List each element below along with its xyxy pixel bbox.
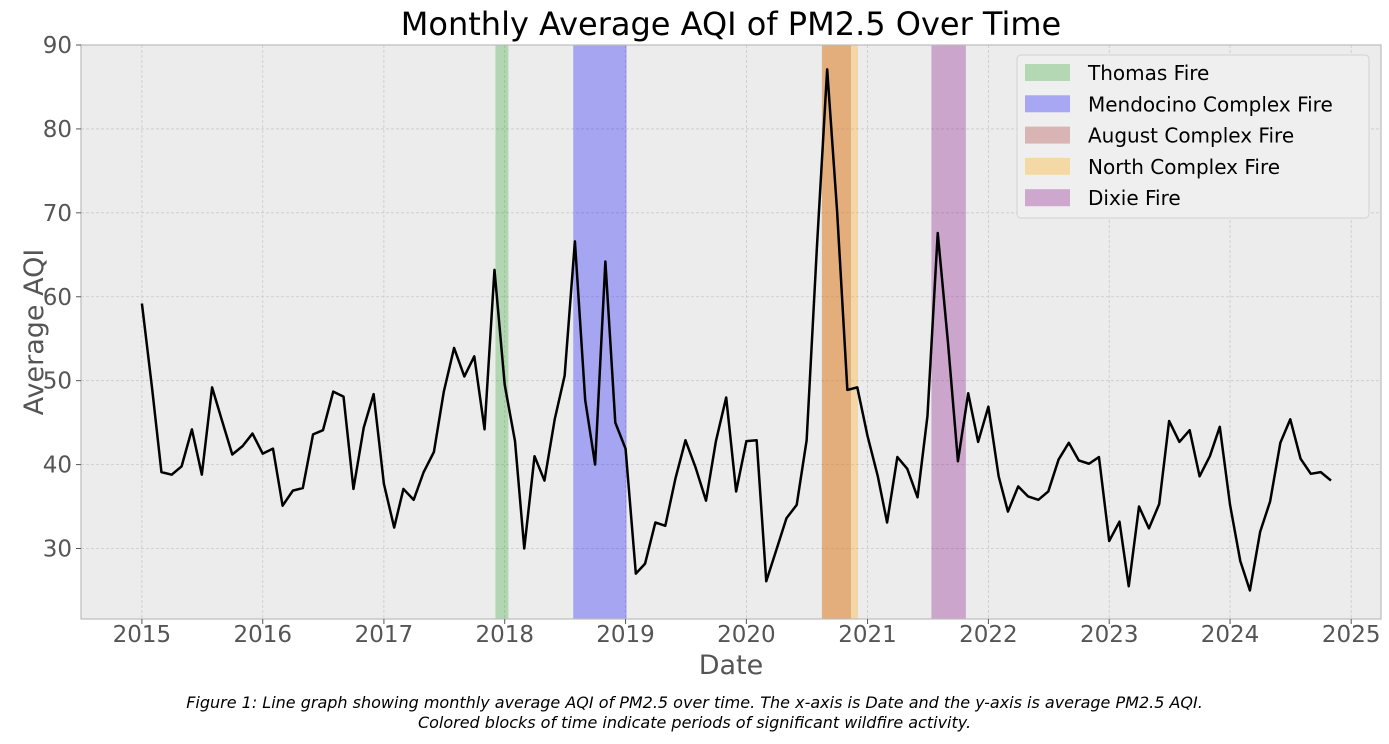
x-tick-label-2018: 2018 [475,622,534,648]
fire-span-august-complex-fire [821,45,852,619]
fire-span-north-complex-fire [822,45,858,619]
fire-span-dixie-fire [931,45,966,619]
legend-label-north-complex-fire: North Complex Fire [1088,155,1280,179]
y-tick-label-60: 60 [43,285,72,311]
x-tick-label-2022: 2022 [959,622,1018,648]
chart-title: Monthly Average AQI of PM2.5 Over Time [401,5,1061,43]
legend-swatch-north-complex-fire [1025,157,1070,175]
legend-swatch-thomas-fire [1025,64,1070,81]
legend: Thomas Fire Mendocino Complex Fire August … [1016,54,1370,219]
y-tick-label-30: 30 [43,537,72,563]
y-tick-label-90: 90 [43,33,72,59]
x-tick-label-2016: 2016 [233,622,292,648]
legend-swatch-dixie-fire [1025,189,1070,207]
y-axis-label: Average AQI [19,249,50,416]
x-tick-label-2024: 2024 [1201,622,1260,648]
legend-label-august-complex-fire: August Complex Fire [1088,124,1294,148]
x-tick-label-2023: 2023 [1080,622,1139,648]
legend-swatch-august-complex-fire [1025,126,1070,144]
legend-swatch-mendocino-complex-fire [1025,95,1070,113]
figure-caption-line-1: Figure 1: Line graph showing monthly ave… [186,693,1203,712]
x-tick-label-2019: 2019 [596,622,655,648]
fire-span-mendocino-complex-fire [573,45,627,619]
y-tick-label-40: 40 [43,453,72,479]
x-tick-label-2015: 2015 [113,622,172,648]
fire-span-thomas-fire [495,45,509,619]
x-axis-label: Date [699,650,764,681]
y-tick-label-50: 50 [43,369,72,395]
legend-label-dixie-fire: Dixie Fire [1088,186,1181,210]
x-tick-label-2025: 2025 [1322,622,1381,648]
legend-box [1016,54,1370,219]
aqi-series-line [140,68,1332,592]
x-tick-label-2017: 2017 [355,622,414,648]
legend-label-mendocino-complex-fire: Mendocino Complex Fire [1088,92,1333,116]
y-tick-label-70: 70 [43,201,72,227]
x-tick-label-2020: 2020 [717,622,776,648]
x-tick-label-2021: 2021 [838,622,897,648]
legend-label-thomas-fire: Thomas Fire [1087,61,1209,85]
plot-border [80,44,1382,620]
figure-caption-line-2: Colored blocks of time indicate periods … [417,713,972,732]
y-tick-label-80: 80 [43,117,72,143]
